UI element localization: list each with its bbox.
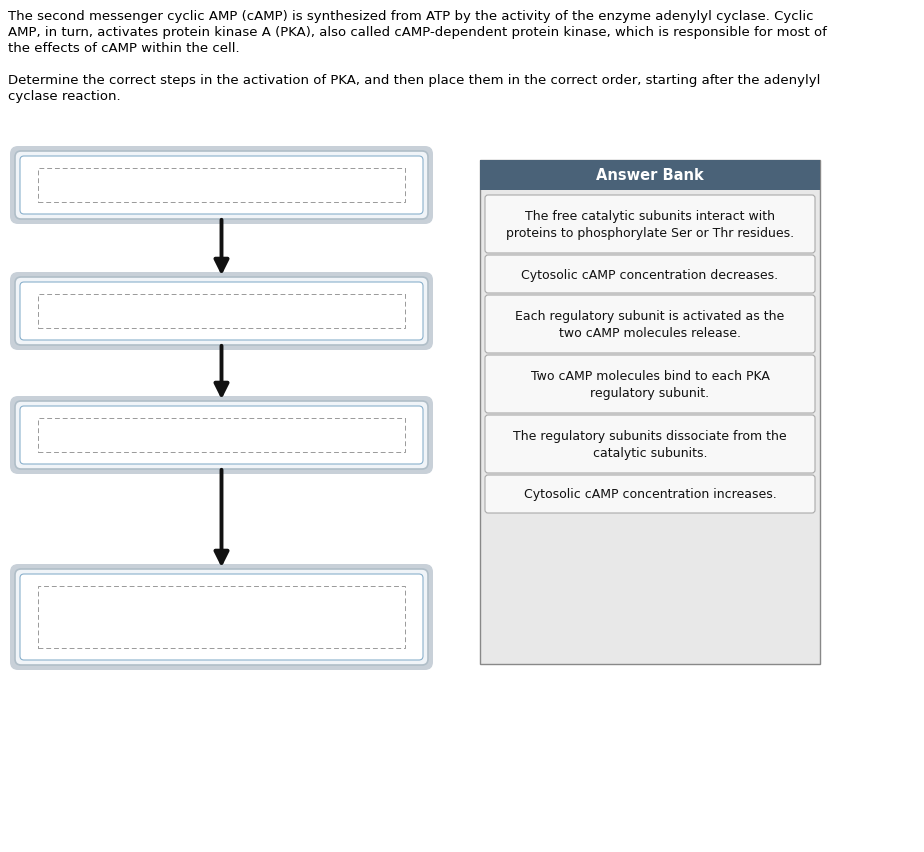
FancyBboxPatch shape	[20, 157, 423, 215]
FancyBboxPatch shape	[485, 475, 815, 514]
FancyBboxPatch shape	[485, 355, 815, 413]
Text: cyclase reaction.: cyclase reaction.	[8, 90, 121, 103]
Text: Determine the correct steps in the activation of PKA, and then place them in the: Determine the correct steps in the activ…	[8, 74, 821, 87]
FancyBboxPatch shape	[485, 196, 815, 254]
Bar	[38, 295, 405, 329]
FancyBboxPatch shape	[20, 283, 423, 341]
FancyBboxPatch shape	[485, 256, 815, 294]
Text: AMP, in turn, activates protein kinase A (PKA), also called cAMP-dependent prote: AMP, in turn, activates protein kinase A…	[8, 26, 827, 39]
Bar	[480, 161, 820, 191]
Text: Cytosolic cAMP concentration decreases.: Cytosolic cAMP concentration decreases.	[521, 268, 779, 281]
Text: The second messenger cyclic AMP (cAMP) is synthesized from ATP by the activity o: The second messenger cyclic AMP (cAMP) i…	[8, 10, 813, 23]
FancyBboxPatch shape	[10, 273, 433, 350]
FancyBboxPatch shape	[20, 574, 423, 660]
FancyBboxPatch shape	[10, 396, 433, 475]
Text: Two cAMP molecules bind to each PKA
regulatory subunit.: Two cAMP molecules bind to each PKA regu…	[530, 370, 770, 400]
Text: Cytosolic cAMP concentration increases.: Cytosolic cAMP concentration increases.	[524, 488, 776, 501]
FancyBboxPatch shape	[15, 401, 428, 469]
Bar	[480, 161, 820, 665]
Bar	[38, 169, 405, 203]
Bar	[38, 418, 405, 452]
FancyBboxPatch shape	[485, 296, 815, 354]
Text: Each regulatory subunit is activated as the
two cAMP molecules release.: Each regulatory subunit is activated as …	[516, 309, 784, 340]
FancyBboxPatch shape	[15, 278, 428, 346]
Text: Answer Bank: Answer Bank	[596, 169, 704, 183]
Bar	[38, 586, 405, 648]
FancyBboxPatch shape	[20, 406, 423, 464]
FancyBboxPatch shape	[485, 416, 815, 474]
Text: The regulatory subunits dissociate from the
catalytic subunits.: The regulatory subunits dissociate from …	[513, 429, 787, 459]
Text: The free catalytic subunits interact with
proteins to phosphorylate Ser or Thr r: The free catalytic subunits interact wit…	[506, 210, 794, 239]
Text: the effects of cAMP within the cell.: the effects of cAMP within the cell.	[8, 42, 239, 55]
FancyBboxPatch shape	[10, 147, 433, 225]
FancyBboxPatch shape	[10, 564, 433, 671]
FancyBboxPatch shape	[15, 569, 428, 665]
FancyBboxPatch shape	[15, 152, 428, 220]
